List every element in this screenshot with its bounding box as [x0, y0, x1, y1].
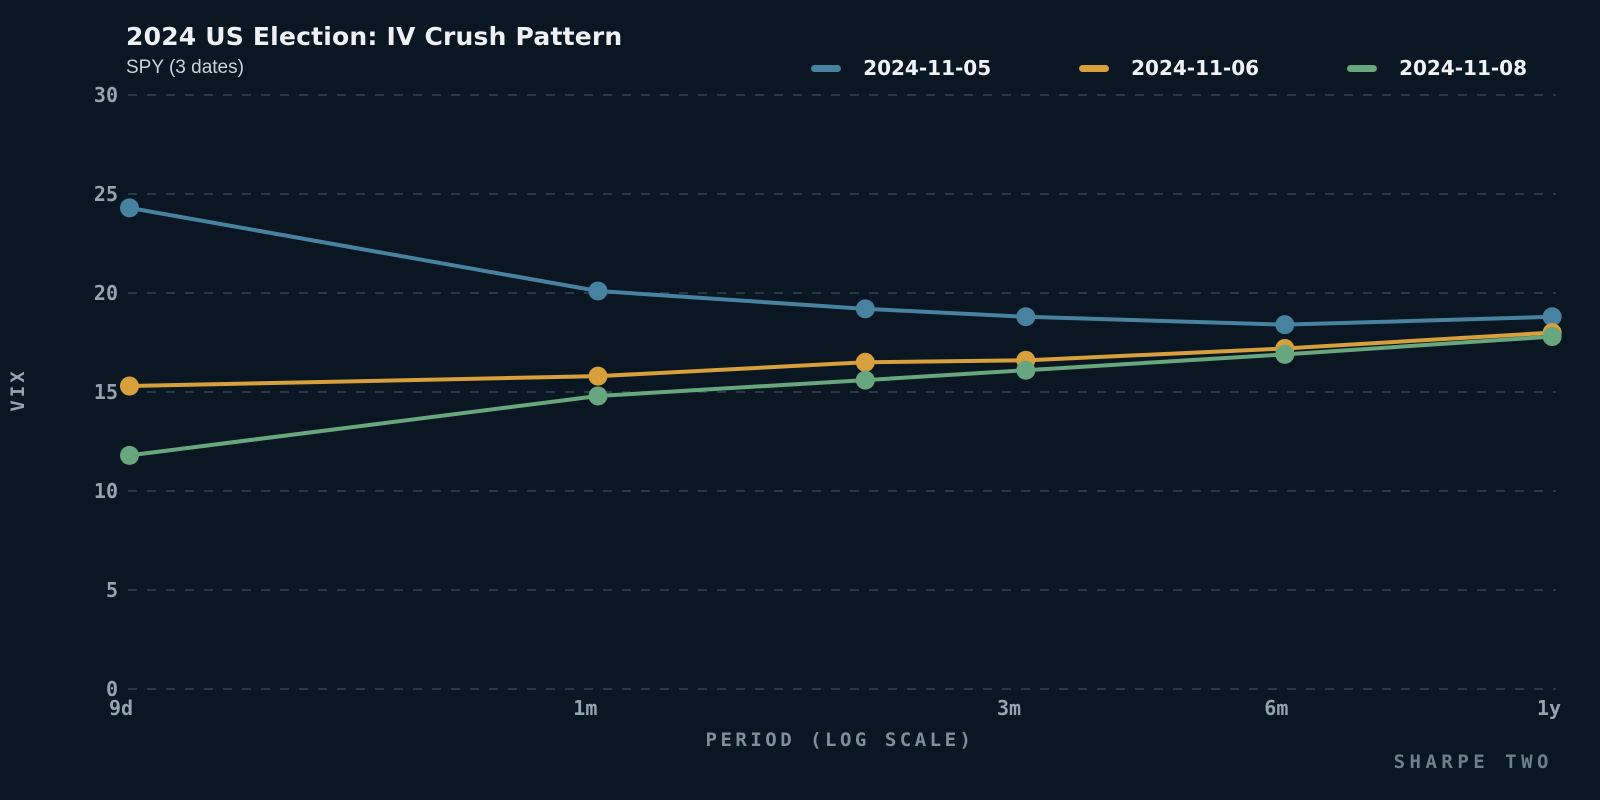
chart-legend: 2024-11-05 2024-11-06 2024-11-08 — [811, 56, 1527, 80]
x-axis-tick-label: 3m — [997, 696, 1021, 720]
x-axis-tick-label: 1m — [573, 696, 597, 720]
data-point-2024-11-08 — [119, 445, 139, 465]
data-point-2024-11-08 — [1275, 344, 1295, 364]
data-point-2024-11-05 — [1016, 307, 1036, 327]
legend-label: 2024-11-06 — [1131, 56, 1260, 80]
chart-header: 2024 US Election: IV Crush Pattern SPY (… — [126, 22, 622, 79]
y-axis-title: VIX — [7, 368, 29, 411]
x-axis-tick-label: 1y — [1537, 696, 1561, 720]
y-axis-tick-label: 0 — [106, 677, 118, 701]
data-point-2024-11-06 — [588, 366, 608, 386]
x-axis-title: PERIOD (LOG SCALE) — [706, 729, 975, 751]
y-axis-tick-label: 15 — [94, 380, 118, 404]
series-line-2024-11-05 — [127, 205, 1555, 327]
data-point-2024-11-05 — [1275, 315, 1295, 335]
x-axis-tick-label: 6m — [1264, 696, 1288, 720]
series-line-2024-11-08 — [127, 334, 1555, 458]
legend-item-2024-11-08[interactable]: 2024-11-08 — [1347, 56, 1527, 80]
x-axis-tick-label: 9d — [109, 696, 133, 720]
y-axis-tick-label: 10 — [94, 479, 118, 503]
data-point-2024-11-08 — [1542, 327, 1562, 347]
legend-label: 2024-11-05 — [863, 56, 992, 80]
y-axis-tick-label: 25 — [94, 182, 118, 206]
data-point-2024-11-05 — [1542, 307, 1562, 327]
data-point-2024-11-08 — [1016, 360, 1036, 380]
data-point-2024-11-08 — [855, 370, 875, 390]
data-point-2024-11-05 — [588, 281, 608, 301]
legend-swatch-icon — [811, 64, 842, 72]
legend-item-2024-11-05[interactable]: 2024-11-05 — [811, 56, 991, 80]
y-axis-tick-label: 30 — [94, 83, 118, 107]
data-point-2024-11-05 — [119, 198, 139, 218]
page-title: 2024 US Election: IV Crush Pattern — [126, 22, 623, 51]
legend-label: 2024-11-08 — [1399, 56, 1527, 80]
series-line-2024-11-06 — [127, 330, 1555, 389]
chart-subtitle: SPY (3 dates) — [126, 57, 244, 78]
data-point-2024-11-08 — [588, 386, 608, 406]
legend-item-2024-11-06[interactable]: 2024-11-06 — [1079, 56, 1259, 80]
data-point-2024-11-06 — [855, 352, 875, 372]
data-point-2024-11-06 — [119, 376, 139, 396]
y-axis-tick-label: 5 — [106, 578, 118, 602]
y-axis-tick-label: 20 — [94, 281, 118, 305]
legend-swatch-icon — [1079, 64, 1110, 72]
legend-swatch-icon — [1347, 64, 1378, 72]
watermark-label: SHARPE TWO — [1394, 751, 1553, 773]
data-point-2024-11-05 — [855, 299, 875, 319]
